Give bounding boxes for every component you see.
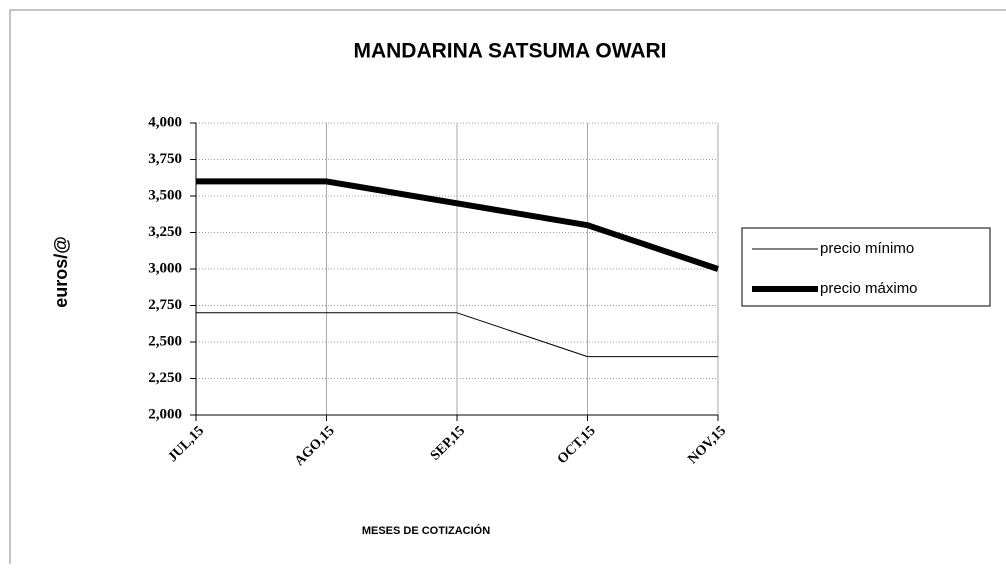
y-tick-label: 4,000	[148, 114, 182, 130]
chart-title: MANDARINA SATSUMA OWARI	[353, 40, 666, 63]
y-tick-label: 2,250	[148, 370, 182, 386]
x-tick-label: AGO,15	[292, 423, 338, 469]
y-tick-label: 2,750	[148, 297, 182, 313]
chart-frame	[9, 9, 1006, 569]
y-tick-label: 3,750	[148, 151, 182, 167]
y-tick-label: 2,000	[148, 406, 182, 422]
series-line	[196, 178, 719, 272]
y-tick-label: 2,500	[148, 333, 182, 349]
y-tick-label: 3,000	[148, 260, 182, 276]
legend-label: precio mínimo	[820, 240, 914, 257]
series-line	[196, 312, 718, 358]
x-tick-label: JUL,15	[165, 423, 207, 465]
legend-box	[741, 227, 991, 307]
y-axis-label: euros/@	[51, 236, 71, 308]
x-tick-label: NOV,15	[685, 423, 729, 467]
x-axis-label: MESES DE COTIZACIÓN	[362, 524, 490, 537]
x-tick-label: OCT,15	[555, 423, 599, 467]
y-tick-label: 3,250	[148, 224, 182, 240]
y-tick-label: 3,500	[148, 187, 182, 203]
x-tick-label: SEP,15	[428, 423, 468, 463]
legend-label: precio máximo	[820, 280, 918, 297]
